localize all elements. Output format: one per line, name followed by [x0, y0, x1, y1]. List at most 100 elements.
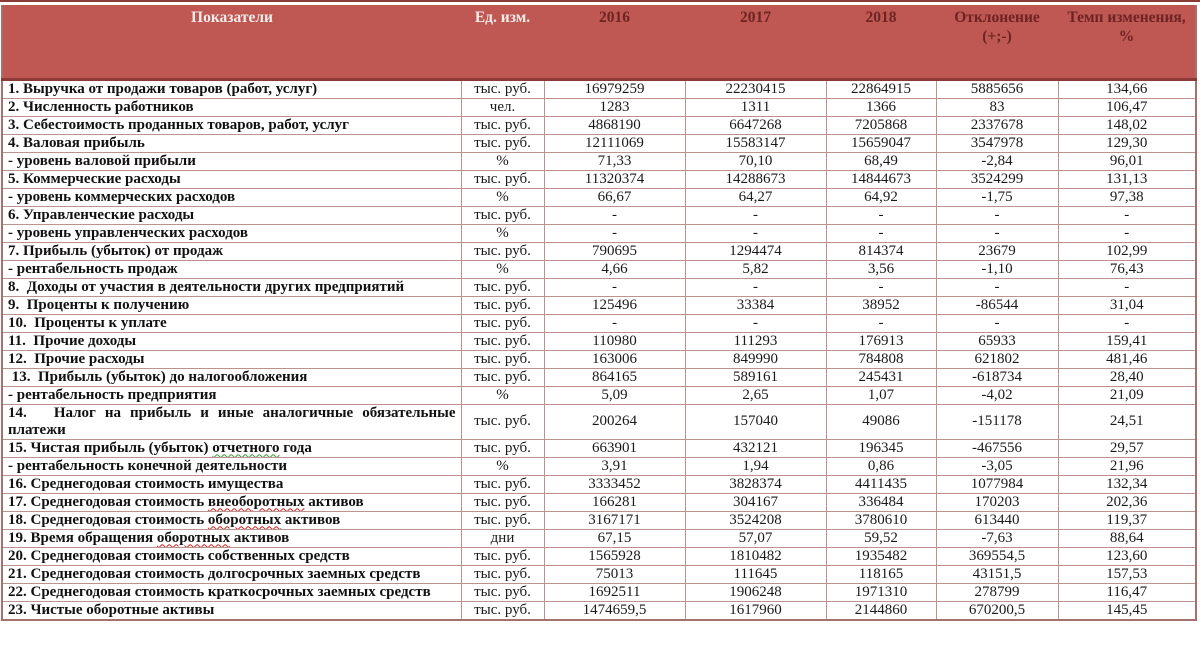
- value-cell: 3780610: [825, 510, 937, 530]
- value-cell: 621802: [935, 350, 1059, 369]
- unit-cell: тыс. руб.: [460, 242, 545, 261]
- top-rule: [0, 0, 1200, 2]
- value-cell: 76,43: [1057, 260, 1197, 279]
- value-cell: 3,91: [543, 456, 686, 476]
- unit-cell: тыс. руб.: [460, 79, 545, 99]
- value-cell: 123,60: [1057, 546, 1197, 566]
- unit-cell: тыс. руб.: [460, 134, 545, 153]
- value-cell: -7,63: [935, 528, 1059, 548]
- value-cell: 670200,5: [935, 600, 1059, 621]
- value-cell: 1935482: [825, 546, 937, 566]
- table-row: - рентабельность продаж% 4,66 5,82 3,56 -1,1…: [1, 260, 1197, 279]
- value-cell: -: [825, 278, 937, 297]
- value-cell: 3828374: [684, 474, 827, 494]
- value-cell: 369554,5: [935, 546, 1059, 566]
- table-row: 2. Численность работников чел. 1283 1311 136…: [1, 98, 1197, 117]
- value-cell: 5,82: [684, 260, 827, 279]
- value-cell: 15583147: [684, 134, 827, 153]
- indicator-cell: 4. Валовая прибыль: [1, 134, 462, 153]
- table-row: 1. Выручка от продажи товаров (работ, ус…: [1, 79, 1197, 99]
- value-cell: 11320374: [543, 170, 686, 189]
- value-cell: -: [543, 314, 686, 333]
- value-cell: 864165: [543, 368, 686, 387]
- value-cell: 166281: [543, 492, 686, 512]
- value-cell: -: [543, 206, 686, 225]
- value-cell: 1565928: [543, 546, 686, 566]
- value-cell: -: [1057, 314, 1197, 333]
- table-row: - рентабельность предприятия% 5,09 2,65 1,0…: [1, 386, 1197, 405]
- value-cell: 1077984: [935, 474, 1059, 494]
- value-cell: 64,27: [684, 188, 827, 207]
- value-cell: 131,13: [1057, 170, 1197, 189]
- unit-cell: тыс. руб.: [460, 510, 545, 530]
- value-cell: 66,67: [543, 188, 686, 207]
- indicator-cell: 7. Прибыль (убыток) от продаж: [1, 242, 462, 261]
- value-cell: 3524299: [935, 170, 1059, 189]
- unit-cell: тыс. руб.: [460, 314, 545, 333]
- value-cell: 2,65: [684, 386, 827, 405]
- indicator-cell: 21. Среднегодовая стоимость долгосрочных…: [1, 564, 462, 584]
- unit-cell: тыс. руб.: [460, 404, 545, 440]
- table-row: 12. Прочие расходы тыс. руб. 163006 849990 7…: [1, 350, 1197, 369]
- header-row: Показатели Ед. изм. 2016 2017 2018 Откло…: [2, 5, 1196, 81]
- table-row: 11. Прочие доходы тыс. руб. 110980 111293 17…: [1, 332, 1197, 351]
- col-header-2016: 2016: [544, 5, 685, 81]
- col-header-change-rate: Темп изменения, %: [1058, 5, 1196, 81]
- indicator-cell: 5. Коммерческие расходы: [1, 170, 462, 189]
- value-cell: 1366: [825, 98, 937, 117]
- unit-cell: тыс. руб.: [460, 492, 545, 512]
- value-cell: -: [825, 206, 937, 225]
- value-cell: 3524208: [684, 510, 827, 530]
- value-cell: 102,99: [1057, 242, 1197, 261]
- value-cell: 4411435: [825, 474, 937, 494]
- unit-cell: %: [460, 152, 545, 171]
- table-row: 18. Среднегодовая стоимость оборотных ак…: [1, 510, 1197, 530]
- value-cell: 21,96: [1057, 456, 1197, 476]
- spellcheck-underline: оборотных: [156, 529, 231, 546]
- value-cell: 16979259: [543, 79, 686, 99]
- value-cell: -151178: [935, 404, 1059, 440]
- table-row: - рентабельность конечной деятельности% 3…: [1, 456, 1197, 476]
- value-cell: 200264: [543, 404, 686, 440]
- table-row: 17. Среднегодовая стоимость внеоборотных…: [1, 492, 1197, 512]
- value-cell: 134,66: [1057, 79, 1197, 99]
- value-cell: 278799: [935, 582, 1059, 602]
- value-cell: 0,86: [825, 456, 937, 476]
- unit-cell: тыс. руб.: [460, 564, 545, 584]
- value-cell: -467556: [935, 438, 1059, 458]
- indicator-cell: 20. Среднегодовая стоимость собственных …: [1, 546, 462, 566]
- value-cell: -1,75: [935, 188, 1059, 207]
- table-row: 10. Проценты к уплате тыс. руб. - - - - -: [1, 314, 1197, 333]
- indicator-cell: 1. Выручка от продажи товаров (работ, ус…: [1, 79, 462, 99]
- value-cell: 6647268: [684, 116, 827, 135]
- value-cell: 83: [935, 98, 1059, 117]
- unit-cell: тыс. руб.: [460, 116, 545, 135]
- value-cell: 589161: [684, 368, 827, 387]
- value-cell: -1,10: [935, 260, 1059, 279]
- value-cell: 3167171: [543, 510, 686, 530]
- indicator-cell: 13. Прибыль (убыток) до налогообложения: [1, 368, 462, 387]
- table-row: 8. Доходы от участия в деятельности друг…: [1, 278, 1197, 297]
- indicator-cell: 23. Чистые оборотные активы: [1, 600, 462, 621]
- indicator-cell: 19. Время обращения оборотных активов: [1, 528, 462, 548]
- value-cell: 125496: [543, 296, 686, 315]
- value-cell: 75013: [543, 564, 686, 584]
- value-cell: 2144860: [825, 600, 937, 621]
- value-cell: 196345: [825, 438, 937, 458]
- unit-cell: тыс. руб.: [460, 296, 545, 315]
- unit-cell: тыс. руб.: [460, 368, 545, 387]
- value-cell: 3333452: [543, 474, 686, 494]
- value-cell: 88,64: [1057, 528, 1197, 548]
- indicator-cell: 17. Среднегодовая стоимость внеоборотных…: [1, 492, 462, 512]
- value-cell: 15659047: [825, 134, 937, 153]
- value-cell: 29,57: [1057, 438, 1197, 458]
- value-cell: 118165: [825, 564, 937, 584]
- value-cell: 1294474: [684, 242, 827, 261]
- value-cell: 110980: [543, 332, 686, 351]
- value-cell: 176913: [825, 332, 937, 351]
- unit-cell: тыс. руб.: [460, 350, 545, 369]
- value-cell: 1,07: [825, 386, 937, 405]
- indicator-cell: 2. Численность работников: [1, 98, 462, 117]
- indicator-cell: 3. Себестоимость проданных товаров, рабо…: [1, 116, 462, 135]
- table-row: 15. Чистая прибыль (убыток) отчетного го…: [1, 438, 1197, 458]
